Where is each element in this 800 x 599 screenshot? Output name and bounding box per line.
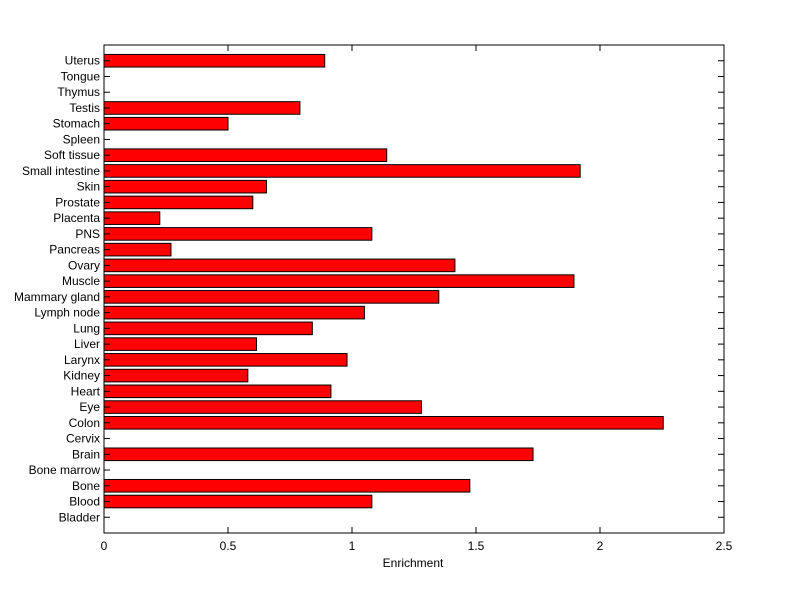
bar-ovary (103, 258, 456, 273)
y-tick-label: Brain (72, 447, 100, 461)
bar-lung (103, 321, 313, 336)
y-tick-label: Kidney (63, 369, 100, 383)
bar-pns (103, 227, 373, 241)
y-tick-label: Blood (69, 495, 100, 509)
bar-bone (103, 478, 471, 493)
bar-brain (103, 447, 534, 462)
y-tick-label: Larynx (64, 353, 100, 367)
bar-prostate (103, 195, 254, 210)
y-tick-label: Prostate (55, 195, 100, 209)
x-tick-label: 2.5 (716, 539, 733, 553)
bar-soft-tissue (103, 148, 388, 162)
y-tick-label: Placenta (53, 211, 100, 225)
x-axis-label: Enrichment (383, 556, 444, 570)
bar-larynx (103, 353, 348, 367)
y-tick-label: Bone (72, 479, 100, 493)
y-tick-label: Skin (77, 180, 100, 194)
bar-pancreas (103, 242, 172, 257)
x-tick-label: 0 (101, 539, 108, 553)
bar-testis (103, 101, 301, 115)
bar-small-intestine (103, 164, 581, 178)
bar-lymph-node (103, 305, 365, 320)
bar-uterus (103, 53, 326, 68)
x-tick-label: 1.5 (468, 539, 485, 553)
y-tick-label: Soft tissue (44, 148, 100, 162)
x-tick-label: 1 (349, 539, 356, 553)
bar-muscle (103, 274, 575, 288)
y-tick-label: Liver (74, 337, 100, 351)
y-tick-label: Bone marrow (29, 463, 101, 477)
bar-colon (103, 416, 664, 430)
y-tick-label: Muscle (62, 274, 100, 288)
y-tick-label: Stomach (53, 117, 100, 131)
bar-kidney (103, 368, 249, 383)
y-tick-label: PNS (75, 227, 100, 241)
y-tick-label: Spleen (63, 132, 100, 146)
bars-group (103, 53, 664, 509)
y-tick-label: Bladder (59, 510, 100, 524)
y-tick-label: Pancreas (49, 243, 100, 257)
y-tick-label: Eye (79, 400, 100, 414)
y-tick-label: Heart (71, 384, 101, 398)
y-tick-label: Testis (69, 101, 100, 115)
y-tick-label: Colon (69, 416, 100, 430)
y-tick-label: Thymus (57, 85, 100, 99)
y-tick-label: Lymph node (34, 306, 100, 320)
bar-heart (103, 384, 332, 399)
y-tick-label: Uterus (65, 54, 100, 68)
bar-stomach (103, 116, 229, 131)
bar-mammary-gland (103, 290, 440, 304)
bar-placenta (103, 211, 161, 225)
y-tick-label: Cervix (66, 432, 100, 446)
y-tick-label: Ovary (68, 258, 100, 272)
y-tick-label: Tongue (61, 69, 101, 83)
y-tick-label: Small intestine (22, 164, 100, 178)
bar-skin (103, 179, 267, 194)
x-axis: 0 0.5 1 1.5 2 2.5 (101, 45, 733, 553)
x-tick-label: 2 (597, 539, 604, 553)
bar-blood (103, 494, 373, 509)
y-tick-label: Mammary gland (14, 290, 100, 304)
x-tick-label: 0.5 (220, 539, 237, 553)
bar-liver (103, 337, 258, 351)
y-tick-label: Lung (73, 321, 100, 335)
bar-eye (103, 400, 422, 414)
